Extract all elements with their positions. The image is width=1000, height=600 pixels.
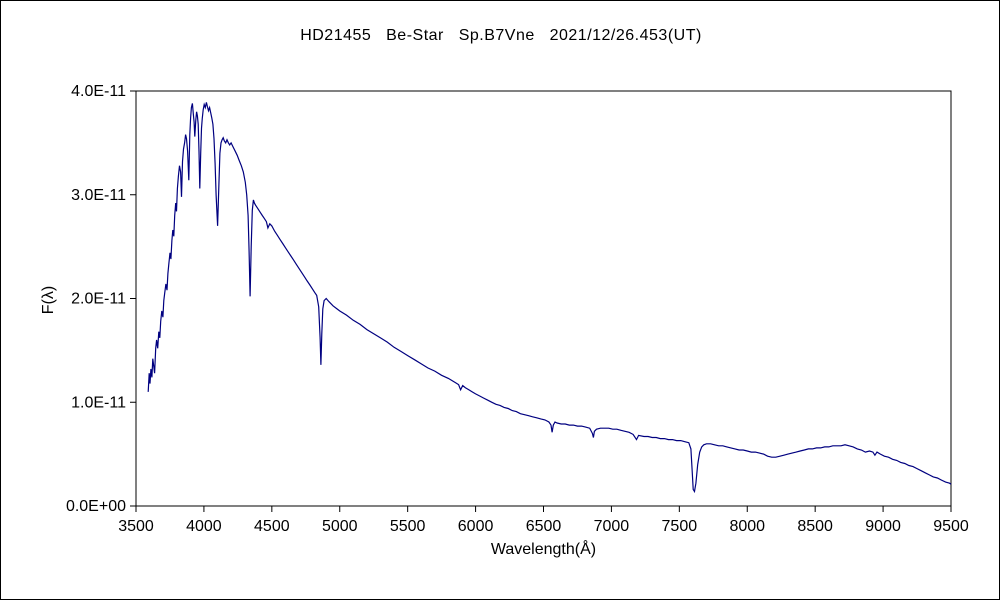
y-axis-tick-label: 4.0E-11 xyxy=(71,83,126,100)
y-axis-tick-label: 2.0E-11 xyxy=(71,291,126,308)
y-axis-tick-label: 3.0E-11 xyxy=(71,187,126,204)
y-axis-tick-label: 0.0E+00 xyxy=(66,498,126,515)
y-axis-tick-label: 1.0E-11 xyxy=(71,394,126,411)
x-axis-tick-label: 6000 xyxy=(458,518,494,535)
x-axis-tick-label: 8000 xyxy=(729,518,765,535)
plot-area-border xyxy=(135,90,952,507)
x-axis-tick-label: 4500 xyxy=(254,518,290,535)
x-axis-tick-label: 8500 xyxy=(797,518,833,535)
x-axis-tick-label: 4000 xyxy=(186,518,222,535)
x-axis-tick-label: 9500 xyxy=(933,518,969,535)
x-axis-tick-label: 7500 xyxy=(662,518,698,535)
x-axis-tick-label: 3500 xyxy=(118,518,154,535)
y-axis-title: F(λ) xyxy=(40,285,57,315)
spectrum-line xyxy=(147,102,952,494)
chart-title: HD21455 Be-Star Sp.B7Vne 2021/12/26.453(… xyxy=(300,27,702,44)
x-axis-tick-label: 5500 xyxy=(390,518,426,535)
x-axis-tick-label: 9000 xyxy=(865,518,901,535)
x-axis-tick-label: 7000 xyxy=(594,518,630,535)
x-axis-tick-label: 5000 xyxy=(322,518,358,535)
x-axis-title: Wavelength(Å) xyxy=(490,541,597,558)
x-axis-tick-label: 6500 xyxy=(526,518,562,535)
